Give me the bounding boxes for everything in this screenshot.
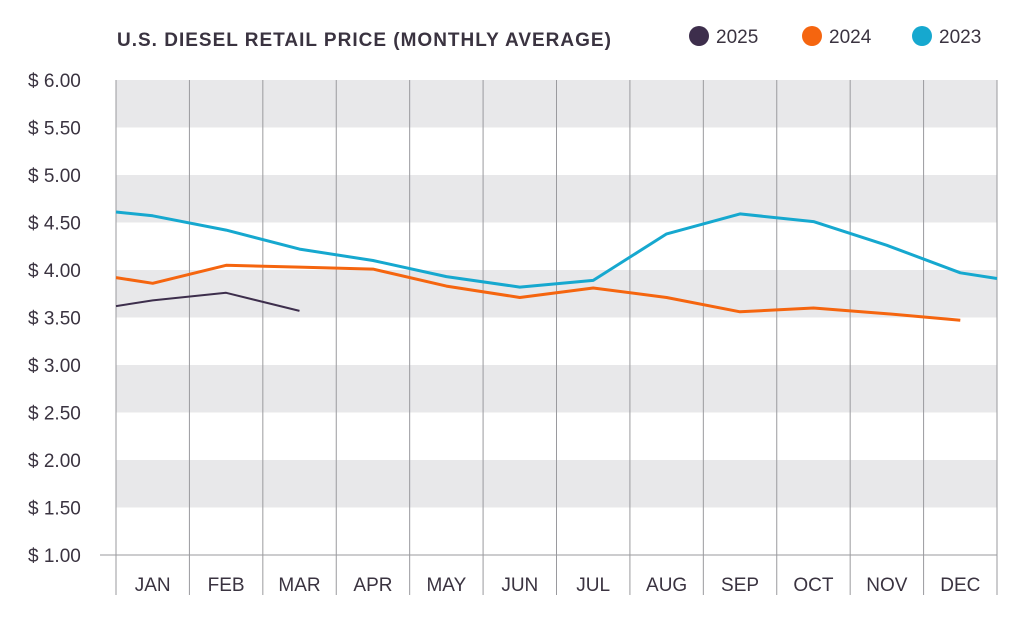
x-tick-label: SEP bbox=[721, 575, 759, 596]
y-tick-label: $ 4.50 bbox=[28, 214, 81, 235]
legend: 2025 2024 2023 bbox=[689, 26, 981, 48]
legend-marker-2025 bbox=[689, 26, 709, 46]
x-tick-label: JUL bbox=[576, 575, 610, 596]
legend-label-2024: 2024 bbox=[829, 27, 872, 48]
x-tick-label: JAN bbox=[135, 575, 171, 596]
y-tick-label: $ 4.00 bbox=[28, 261, 81, 282]
x-tick-label: OCT bbox=[793, 575, 834, 596]
series-lines bbox=[115, 210, 998, 322]
y-tick-label: $ 1.00 bbox=[28, 546, 81, 567]
y-tick-label: $ 3.00 bbox=[28, 356, 81, 377]
y-tick-label: $ 2.00 bbox=[28, 451, 81, 472]
chart-title: U.S. DIESEL RETAIL PRICE (MONTHLY AVERAG… bbox=[117, 30, 612, 51]
x-axis: JAN FEB MAR APR MAY JUN JUL AUG SEP OCT NOV DEC bbox=[135, 575, 981, 596]
y-tick-label: $ 2.50 bbox=[28, 404, 81, 425]
legend-marker-2024 bbox=[802, 26, 822, 46]
y-tick-label: $ 1.50 bbox=[28, 499, 81, 520]
legend-label-2025: 2025 bbox=[716, 27, 758, 48]
x-tick-label: NOV bbox=[866, 575, 908, 596]
x-tick-label: FEB bbox=[208, 575, 245, 596]
x-tick-label: JUN bbox=[501, 575, 538, 596]
y-tick-label: $ 5.00 bbox=[28, 166, 81, 187]
y-tick-label: $ 6.00 bbox=[28, 71, 81, 92]
y-tick-label: $ 3.50 bbox=[28, 309, 81, 330]
x-tick-label: MAR bbox=[278, 575, 320, 596]
month-gridlines bbox=[115, 80, 998, 595]
series-line-2024 bbox=[115, 263, 961, 322]
legend-label-2023: 2023 bbox=[939, 27, 981, 48]
x-tick-label: APR bbox=[353, 575, 392, 596]
y-axis: $ 6.00 $ 5.50 $ 5.00 $ 4.50 $ 4.00 $ 3.50 $ 3.… bbox=[28, 71, 997, 567]
x-tick-label: MAY bbox=[426, 575, 466, 596]
x-tick-label: AUG bbox=[646, 575, 687, 596]
series-line-2023 bbox=[115, 210, 998, 289]
x-tick-label: DEC bbox=[940, 575, 980, 596]
series-line-2025 bbox=[115, 291, 300, 312]
y-tick-label: $ 5.50 bbox=[28, 119, 81, 140]
legend-marker-2023 bbox=[912, 26, 932, 46]
